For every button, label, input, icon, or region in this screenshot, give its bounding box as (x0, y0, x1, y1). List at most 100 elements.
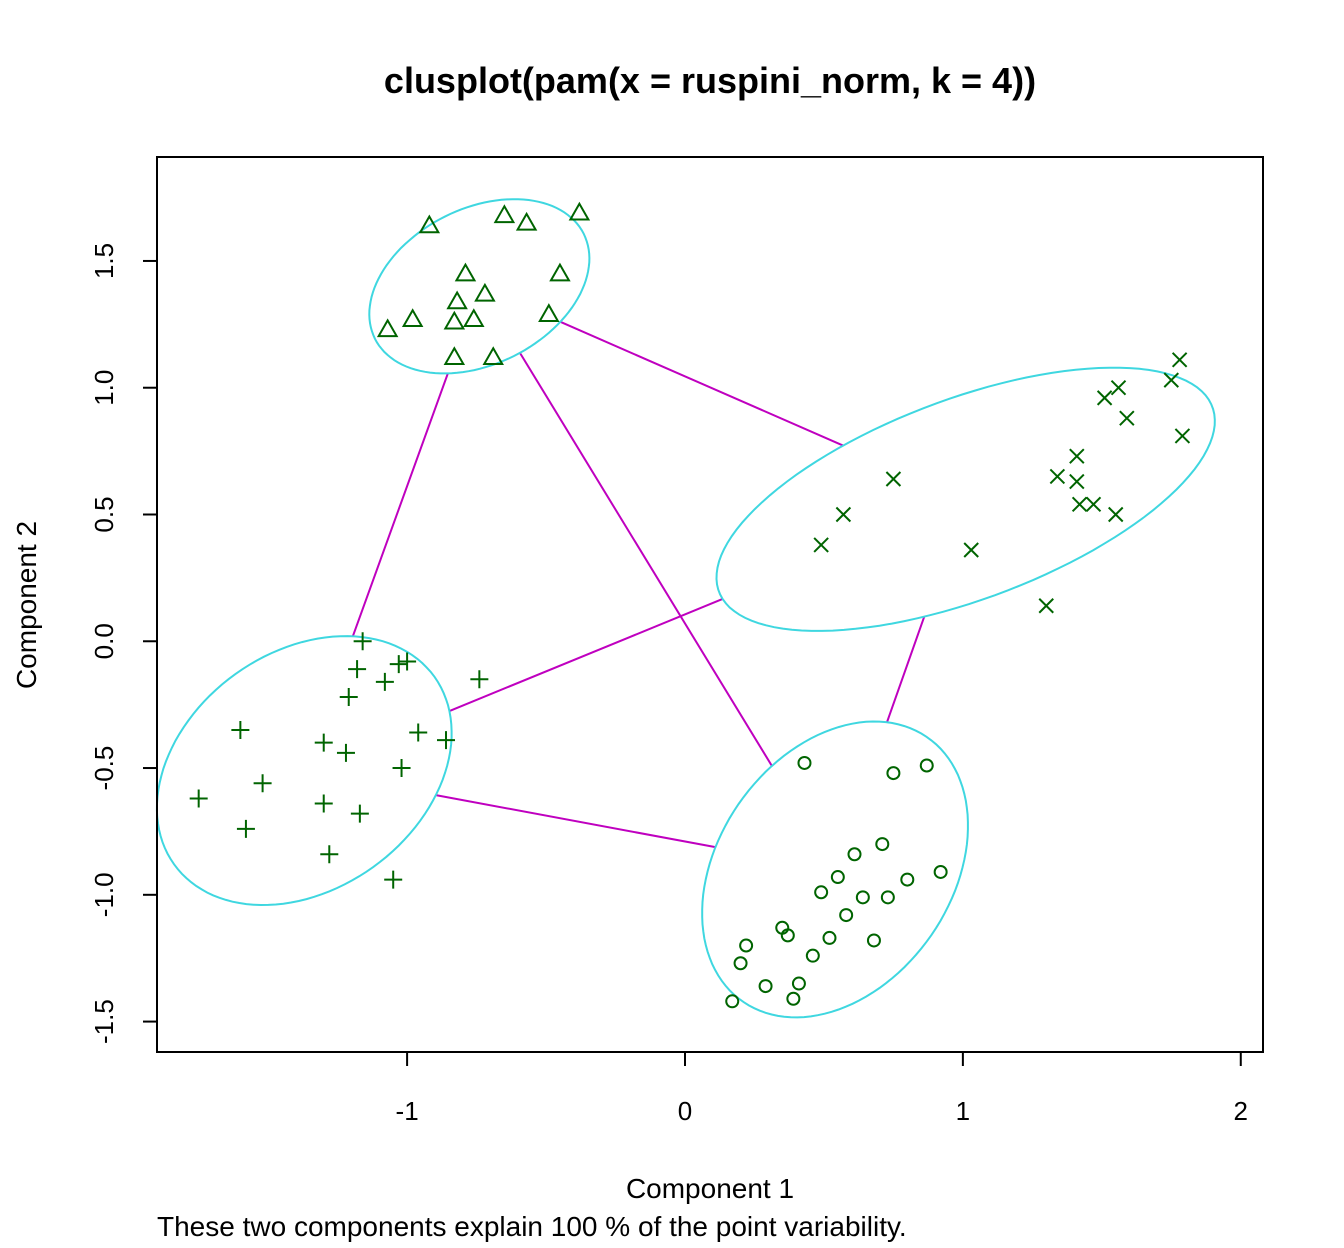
point-plus-8 (231, 721, 250, 740)
point-triangle-10 (463, 308, 485, 328)
chart-title: clusplot(pam(x = ruspini_norm, k = 4)) (384, 60, 1036, 101)
point-circle-4 (875, 837, 890, 852)
point-circle-10 (855, 890, 870, 905)
x-tick-label-4: 2 (1234, 1096, 1248, 1126)
point-x-3 (1110, 380, 1127, 396)
point-plus-11 (314, 733, 333, 752)
point-circle-5 (847, 847, 862, 862)
point-x-2 (1163, 372, 1180, 388)
point-x-10 (1069, 473, 1085, 490)
point-plus-7 (339, 688, 358, 707)
point-circle-22 (786, 991, 801, 1006)
point-plus-16 (314, 794, 333, 813)
distance-lines (351, 320, 926, 849)
point-plus-18 (236, 819, 255, 838)
point-circle-13 (822, 930, 837, 945)
point-plus-4 (348, 660, 367, 679)
point-x-16 (963, 542, 979, 558)
point-circle-18 (805, 948, 820, 963)
distance-line-3 (435, 794, 716, 849)
x-tick-label-1: -1 (396, 1096, 419, 1126)
point-circle-8 (900, 872, 915, 887)
point-circle-15 (780, 928, 795, 943)
point-triangle-2 (515, 211, 538, 231)
cluster-ellipse-2 (368, 198, 591, 375)
x-axis: -1 0 1 2 (396, 1051, 1248, 1126)
point-circle-3 (919, 758, 934, 773)
point-x-14 (835, 506, 852, 523)
point-plus-20 (384, 870, 403, 889)
point-plus-2 (398, 652, 417, 671)
cluster-ellipses (155, 198, 1216, 1019)
point-x-13 (1108, 506, 1124, 523)
point-plus-19 (320, 845, 339, 864)
point-plus-14 (253, 774, 272, 793)
point-plus-5 (375, 672, 394, 691)
point-triangle-1 (493, 204, 516, 224)
y-tick-label-5: 0.5 (89, 496, 119, 532)
point-circle-16 (739, 938, 754, 953)
point-circle-6 (830, 870, 845, 885)
point-plus-9 (409, 723, 428, 742)
point-plus-3 (389, 655, 408, 674)
point-plus-17 (350, 804, 369, 823)
point-circle-20 (758, 979, 773, 994)
point-plus-13 (392, 759, 411, 778)
point-circle-11 (880, 890, 895, 905)
x-tick-label-2: 0 (678, 1096, 692, 1126)
point-triangle-3 (568, 201, 591, 221)
distance-line-2 (886, 616, 926, 723)
distance-line-1 (519, 352, 773, 767)
point-circle-17 (733, 956, 748, 971)
point-x-15 (813, 537, 829, 553)
point-circle-9 (933, 864, 948, 879)
point-triangle-9 (538, 303, 560, 322)
point-triangle-5 (454, 262, 477, 282)
point-triangle-4 (418, 214, 441, 234)
point-x-8 (1049, 468, 1066, 485)
point-triangle-8 (446, 290, 468, 310)
point-triangle-12 (401, 308, 424, 328)
point-triangle-15 (482, 346, 504, 366)
cluster-ellipse-4 (155, 635, 453, 907)
point-circle-1 (797, 755, 812, 770)
y-axis-label: Component 2 (11, 521, 42, 689)
point-circle-7 (814, 885, 829, 900)
point-triangle-6 (549, 262, 571, 282)
distance-line-5 (351, 373, 449, 637)
cluster-ellipse-3 (715, 366, 1216, 632)
y-tick-label-4: 0.0 (89, 623, 119, 659)
y-tick-label-1: -1.5 (89, 999, 119, 1044)
point-plus-15 (189, 789, 208, 808)
point-triangle-13 (376, 318, 399, 338)
point-triangle-11 (443, 310, 466, 330)
y-axis: -1.5 -1.0 -0.5 0.0 0.5 1.0 1.5 (89, 243, 158, 1044)
y-tick-label-6: 1.0 (89, 370, 119, 406)
point-triangle-7 (474, 282, 496, 302)
point-circle-2 (886, 766, 901, 781)
point-plus-1 (353, 632, 372, 651)
x-axis-label: Component 1 (626, 1173, 794, 1204)
point-plus-12 (336, 743, 355, 762)
point-triangle-14 (443, 346, 466, 366)
point-circle-21 (791, 976, 806, 991)
cluster-ellipse-1 (701, 720, 969, 1019)
point-circle-23 (725, 994, 740, 1009)
distance-line-6 (449, 598, 723, 712)
point-circle-19 (866, 933, 881, 948)
data-points (189, 201, 1191, 1009)
y-tick-label-7: 1.5 (89, 243, 119, 279)
point-plus-6 (470, 670, 489, 689)
point-x-7 (1069, 448, 1085, 464)
point-x-1 (1171, 352, 1188, 368)
point-x-12 (1085, 496, 1102, 513)
point-plus-10 (437, 731, 456, 750)
distance-line-4 (559, 320, 844, 447)
point-x-6 (1174, 428, 1191, 444)
point-x-5 (1119, 410, 1135, 426)
point-x-11 (1071, 496, 1088, 513)
point-x-4 (1096, 390, 1113, 406)
y-tick-label-2: -1.0 (89, 872, 119, 917)
point-circle-12 (839, 908, 854, 923)
